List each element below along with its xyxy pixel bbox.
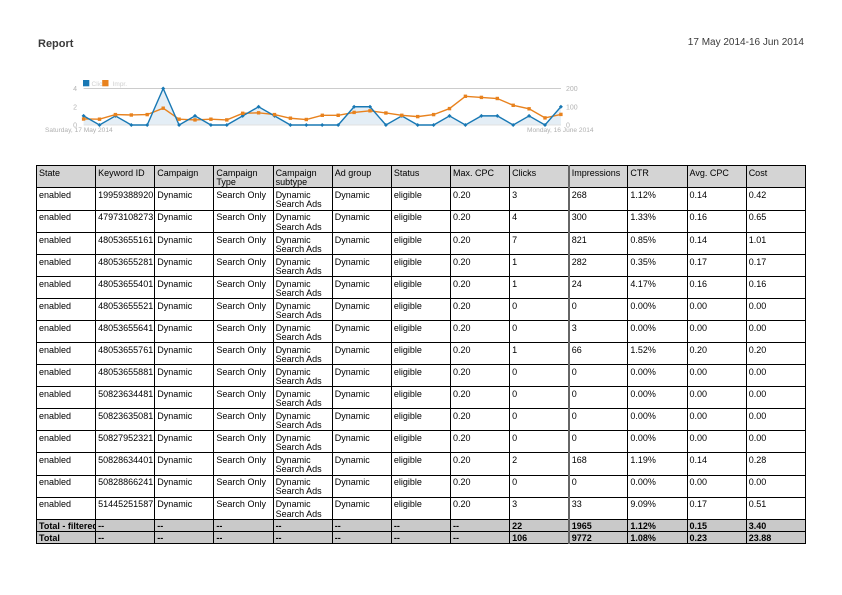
svg-text:2: 2: [73, 105, 77, 112]
svg-text:0: 0: [566, 123, 570, 130]
svg-text:Impr.: Impr.: [113, 81, 128, 88]
svg-text:Saturday, 17 May 2014: Saturday, 17 May 2014: [45, 127, 113, 134]
svg-text:Clicks: Clicks: [92, 81, 110, 88]
svg-text:4: 4: [73, 86, 77, 93]
svg-text:200: 200: [566, 86, 578, 93]
svg-text:100: 100: [566, 105, 578, 112]
svg-text:Monday, 16 June 2014: Monday, 16 June 2014: [527, 127, 594, 134]
svg-text:0: 0: [73, 123, 77, 130]
